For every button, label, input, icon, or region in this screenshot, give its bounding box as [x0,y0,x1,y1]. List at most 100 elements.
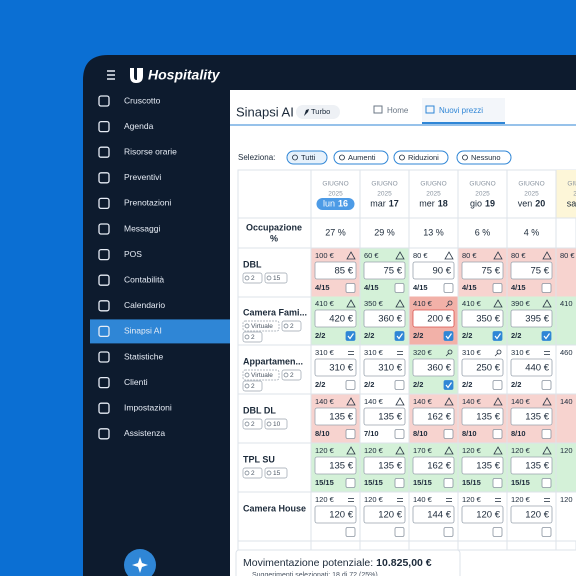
checkbox[interactable] [492,527,503,537]
price-input[interactable] [461,505,504,524]
summary-bg [235,549,461,576]
availability: 15/15 [413,478,432,487]
checkbox[interactable] [443,478,454,488]
price-input[interactable] [314,456,357,475]
sidebar-icon [98,402,110,414]
sidebar-item[interactable]: Impostazioni [98,402,172,414]
tab[interactable]: Nuovi prezzi [422,98,505,124]
price-input[interactable] [510,456,553,475]
checkbox[interactable] [541,478,552,488]
base-price: 310 € [364,348,384,357]
checkbox[interactable] [541,429,552,439]
checkbox[interactable] [345,283,356,293]
input-value: 144 € [427,510,451,521]
checkbox[interactable] [443,527,454,537]
checkbox[interactable] [492,283,503,293]
sidebar-item[interactable]: Statistiche [98,351,163,363]
checkbox[interactable] [345,331,356,341]
price-input[interactable] [314,309,357,328]
checkbox[interactable] [492,380,503,390]
price-input[interactable] [510,309,553,328]
chip-icon [244,383,250,389]
sidebar-item[interactable]: Sinapsi AI [90,319,230,344]
menu-icon[interactable] [107,70,115,80]
availability: 4/15 [315,283,330,292]
checkbox[interactable] [443,429,454,439]
price-input[interactable] [412,309,455,328]
checkbox[interactable] [443,331,454,341]
filter-pill[interactable]: Aumenti [333,150,389,165]
price-input[interactable] [510,358,553,377]
price-input[interactable] [510,261,553,280]
sidebar-item[interactable]: Cruscotto [98,95,161,107]
checkbox[interactable] [345,527,356,537]
sidebar-item[interactable]: Messaggi [98,223,160,235]
price-input[interactable] [461,309,504,328]
price-input[interactable] [412,358,455,377]
month: GIUGNO [518,181,544,188]
checkbox[interactable] [541,527,552,537]
checkbox[interactable] [394,527,405,537]
tab[interactable]: Home [373,105,409,115]
checkbox[interactable] [443,283,454,293]
price-input[interactable] [461,407,504,426]
price-input[interactable] [314,505,357,524]
price-input[interactable] [363,261,406,280]
sidebar-item[interactable]: Preventivi [98,172,161,184]
pill-icon [462,154,468,161]
price-input[interactable] [412,407,455,426]
checkbox[interactable] [345,380,356,390]
availability: 4/15 [364,283,379,292]
price-input[interactable] [314,358,357,377]
price-input[interactable] [363,456,406,475]
filter-pill[interactable]: Nessuno [456,150,512,165]
price-input[interactable] [461,358,504,377]
sidebar-item[interactable]: Prenotazioni [98,198,171,210]
checkbox[interactable] [345,429,356,439]
filter-pill[interactable]: Riduzioni [393,150,449,165]
sidebar-item[interactable]: Contabilità [98,274,164,286]
sidebar-item[interactable]: Agenda [98,121,154,133]
sidebar-label: Preventivi [124,172,161,182]
price-input[interactable] [510,407,553,426]
price-input[interactable] [412,261,455,280]
price-input[interactable] [412,456,455,475]
availability: 2/2 [413,380,423,389]
filter-pill[interactable]: Tutti [286,150,328,165]
price-input[interactable] [510,505,553,524]
price-input[interactable] [314,407,357,426]
sidebar-item[interactable]: POS [98,249,142,261]
price-input[interactable] [363,358,406,377]
price-cell: 120 € 120 € [311,492,360,541]
tag-chip [281,320,302,332]
availability: 2/2 [315,380,325,389]
ai-button[interactable] [124,549,156,576]
price-input[interactable] [412,505,455,524]
checkbox[interactable] [394,429,405,439]
price-input[interactable] [363,505,406,524]
checkbox[interactable] [492,429,503,439]
checkbox[interactable] [394,380,405,390]
checkbox[interactable] [541,380,552,390]
price-input[interactable] [461,261,504,280]
sidebar-item[interactable]: Calendario [98,300,165,312]
checkbox[interactable] [443,380,454,390]
checkbox[interactable] [394,283,405,293]
sidebar-item[interactable]: Risorse orarie [98,146,177,158]
price-cell: 140 € 135 € 8/10 [311,394,360,443]
price-input[interactable] [363,407,406,426]
checkbox[interactable] [394,478,405,488]
price-input[interactable] [461,456,504,475]
sidebar-item[interactable]: Clienti [98,377,148,389]
availability: 7/10 [364,429,379,438]
checkbox[interactable] [345,478,356,488]
checkbox[interactable] [541,283,552,293]
base-price: 310 € [315,348,335,357]
checkbox[interactable] [492,478,503,488]
sidebar-item[interactable]: Assistenza [98,428,165,440]
price-input[interactable] [363,309,406,328]
checkbox[interactable] [492,331,503,341]
checkbox[interactable] [394,331,405,341]
price-input[interactable] [314,261,357,280]
checkbox[interactable] [541,331,552,341]
